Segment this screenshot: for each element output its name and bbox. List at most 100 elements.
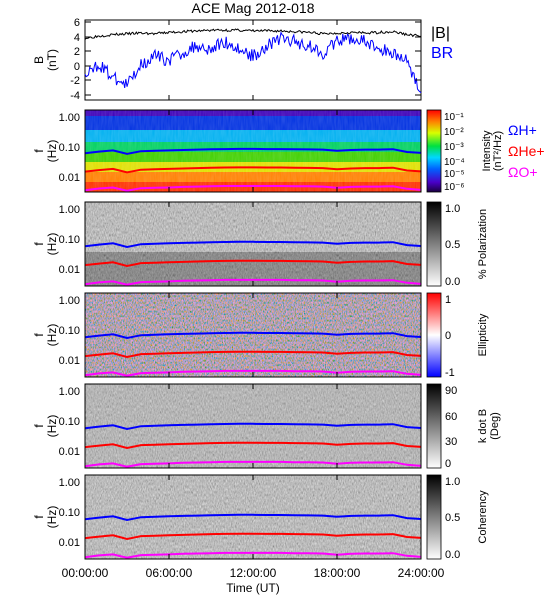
colorbar-tick-label: 10⁻³ xyxy=(444,142,464,153)
freq-tick-label: 1.00 xyxy=(59,112,80,124)
freq-tick-label: 1.00 xyxy=(59,386,80,398)
x-tick-label: 24:00:00 xyxy=(398,566,445,580)
colorbar-tick-label: 60 xyxy=(445,411,457,423)
colorbar-tick-label: 0 xyxy=(445,458,451,470)
omega-he-line xyxy=(84,259,422,268)
colorbar-tick-label: 90 xyxy=(445,385,457,397)
ellipticity-colorbar-label: Ellipticity xyxy=(477,313,489,356)
coherency-colorbar-label: Coherency xyxy=(477,490,489,544)
omega-he-line xyxy=(84,441,422,450)
coherency-colorbar-ticks: 1.0 0.5 0.0 xyxy=(445,476,460,561)
omega-h-line xyxy=(84,147,422,155)
x-tick-label: 18:00:00 xyxy=(314,566,361,580)
x-tick-label: 06:00:00 xyxy=(146,566,193,580)
intensity-colorbar xyxy=(426,109,442,193)
bfield-y-tickmarks xyxy=(85,21,421,96)
omega-h-line xyxy=(84,422,422,431)
freq-tick-label: 0.10 xyxy=(59,507,80,519)
x-tickmarks xyxy=(84,20,422,559)
freq-ylabel: f xyxy=(32,242,46,246)
intensity-colorbar-unit: (nT²/Hz) xyxy=(492,131,504,171)
freq-yunit: (Hz) xyxy=(45,140,59,163)
colorbar-tick-label: 0.0 xyxy=(445,276,460,288)
omega-o-line xyxy=(84,185,422,192)
bfield-y-ticks: 6 4 2 0 -2 -4 xyxy=(70,17,80,102)
ellipticity-colorbar xyxy=(426,292,442,378)
x-axis-label: Time (UT) xyxy=(226,581,280,595)
bfield-tick-label: 2 xyxy=(74,46,80,58)
kdotb-colorbar-ticks: 90 60 30 0 xyxy=(445,385,457,470)
b-total-line xyxy=(84,28,422,40)
omega-o-line xyxy=(84,460,422,468)
freq-yunit: (Hz) xyxy=(45,233,59,256)
freq-tick-label: 0.01 xyxy=(59,264,80,276)
freq-tick-label: 1.00 xyxy=(59,204,80,216)
omega-h-line xyxy=(84,240,422,249)
freq-tick-label: 1.00 xyxy=(59,477,80,489)
freq-tick-label: 0.01 xyxy=(59,172,80,184)
x-tick-label: 12:00:00 xyxy=(230,566,277,580)
legend-omega-o: ΩO+ xyxy=(508,164,538,180)
bfield-yunit: (nT) xyxy=(45,49,59,71)
freq-tick-label: 1.00 xyxy=(59,295,80,307)
colorbar-tick-label: 0.5 xyxy=(445,512,460,524)
freq-tick-label: 0.10 xyxy=(59,325,80,337)
colorbar-tick-label: 0 xyxy=(445,330,451,342)
figure-title: ACE Mag 2012-018 xyxy=(192,0,315,16)
legend-omega-h: ΩH+ xyxy=(508,122,537,138)
bfield-tick-label: -4 xyxy=(70,90,80,102)
panel-ellipticity: 1 0 -1 Ellipticity xyxy=(84,292,489,379)
b-r-line xyxy=(84,31,422,94)
freq-tick-label: 0.01 xyxy=(59,355,80,367)
freq-ylabel: f xyxy=(32,333,46,337)
kdotb-colorbar xyxy=(426,383,442,469)
omega-he-line xyxy=(84,166,422,174)
intensity-texture xyxy=(85,110,421,192)
panel-intensity: 10⁻¹ 10⁻² 10⁻³ 10⁻⁴ 10⁻⁵ 10⁻⁶ Intensity … xyxy=(84,109,545,193)
bfield-tick-label: 4 xyxy=(74,32,80,44)
colorbar-tick-label: 30 xyxy=(445,436,457,448)
freq-tick-label: 0.10 xyxy=(59,234,80,246)
polarization-colorbar xyxy=(426,201,442,287)
colorbar-tick-label: 1.0 xyxy=(445,203,460,215)
x-tick-label: 00:00:00 xyxy=(62,566,109,580)
colorbar-tick-label: 10⁻⁴ xyxy=(444,157,465,168)
panel-bfield: 6 4 2 0 -2 -4 B (nT) |B| BR xyxy=(32,17,453,102)
freq-tick-label: 0.01 xyxy=(59,537,80,549)
panel-kdotb: 90 60 30 0 k dot B (Deg) xyxy=(84,383,501,470)
bfield-tick-label: 6 xyxy=(74,17,80,29)
freq-yunit: (Hz) xyxy=(45,415,59,438)
polarization-colorbar-ticks: 1.0 0.5 0.0 xyxy=(445,203,460,288)
omega-h-line xyxy=(84,513,422,522)
colorbar-tick-label: 10⁻⁵ xyxy=(444,169,465,180)
intensity-colorbar-label: Intensity xyxy=(481,130,493,171)
bfield-tick-label: -2 xyxy=(70,75,80,87)
omega-h-line xyxy=(84,331,422,340)
ellipticity-texture xyxy=(85,293,421,377)
legend-b-total: |B| xyxy=(431,25,450,42)
coherency-texture xyxy=(85,475,421,559)
legend-omega-he: ΩHe+ xyxy=(508,143,545,159)
intensity-colorbar-ticks: 10⁻¹ 10⁻² 10⁻³ 10⁻⁴ 10⁻⁵ 10⁻⁶ xyxy=(444,112,465,193)
panel-polarization: 1.0 0.5 0.0 % Polarization xyxy=(84,201,489,288)
bfield-ylabel: B xyxy=(32,56,46,64)
omega-o-line xyxy=(84,369,422,377)
omega-he-line xyxy=(84,350,422,359)
coherency-colorbar xyxy=(426,474,442,560)
kdotb-colorbar-label: k dot B xyxy=(477,409,489,443)
colorbar-tick-label: 10⁻² xyxy=(444,127,464,138)
colorbar-tick-label: 0.0 xyxy=(445,549,460,561)
omega-o-line xyxy=(84,278,422,286)
legend-b-r: BR xyxy=(431,45,453,62)
freq-yunit: (Hz) xyxy=(45,324,59,347)
freq-tick-label: 0.10 xyxy=(59,416,80,428)
freq-ylabel: f xyxy=(32,424,46,428)
x-axis: 00:00:00 06:00:00 12:00:00 18:00:00 24:0… xyxy=(62,566,445,595)
colorbar-tick-label: 1 xyxy=(445,294,451,306)
freq-ylabel: f xyxy=(32,149,46,153)
omega-he-line xyxy=(84,532,422,541)
colorbar-tick-label: -1 xyxy=(445,367,455,379)
bfield-tick-label: 0 xyxy=(74,61,80,73)
omega-o-line xyxy=(84,551,422,559)
